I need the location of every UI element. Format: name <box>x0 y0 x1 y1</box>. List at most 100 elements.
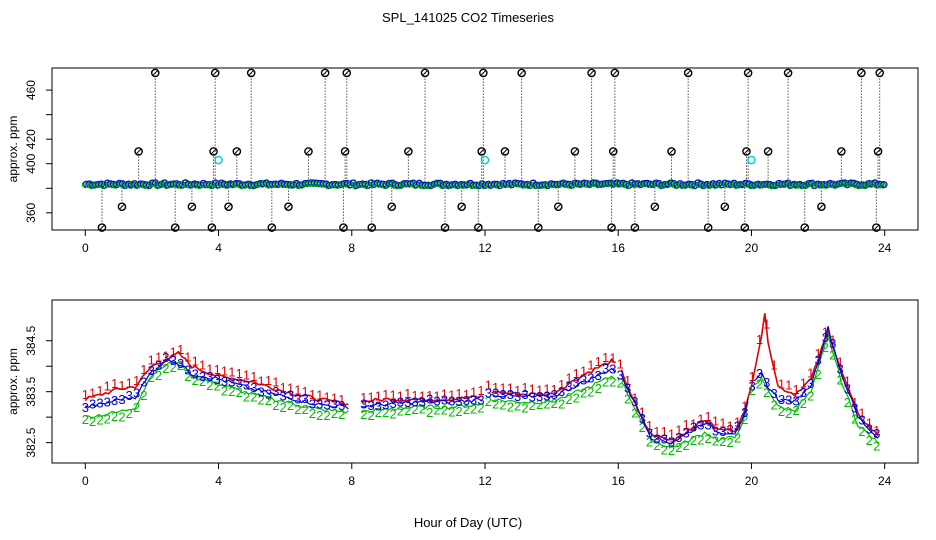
series-marker-3: 3 <box>111 393 118 408</box>
series-marker-2: 2 <box>639 420 646 435</box>
cyan-point <box>747 155 756 165</box>
cyan-point <box>480 155 490 165</box>
series-marker-1: 1 <box>719 415 726 430</box>
series-marker-1: 1 <box>111 376 118 391</box>
series-marker-2: 2 <box>807 388 814 403</box>
series-marker-3: 3 <box>485 386 492 401</box>
spike-point <box>246 68 256 78</box>
series-marker-3: 3 <box>624 380 631 395</box>
series-marker-3: 3 <box>441 392 448 407</box>
spike-point-mark <box>189 203 195 210</box>
series-marker-3: 3 <box>573 375 580 390</box>
series-marker-3: 3 <box>763 375 770 390</box>
series-marker-2: 2 <box>280 400 287 415</box>
series-marker-3: 3 <box>294 392 301 407</box>
spike-point <box>457 202 466 211</box>
series-marker-3: 3 <box>184 363 191 378</box>
series-marker-1: 1 <box>287 380 294 395</box>
spike-point <box>420 68 430 78</box>
series-marker-1: 1 <box>712 413 719 428</box>
series-marker-1: 1 <box>367 389 374 404</box>
series-marker-1: 1 <box>661 424 668 439</box>
spike-point-mark <box>802 224 808 231</box>
series-marker-2: 2 <box>243 389 250 404</box>
series-marker-2: 2 <box>565 392 572 407</box>
series-marker-2: 2 <box>404 403 411 418</box>
series-marker-1: 1 <box>734 414 741 429</box>
series-marker-2: 2 <box>455 404 462 419</box>
series-marker-3: 3 <box>367 398 374 413</box>
series-marker-1: 1 <box>89 386 96 401</box>
series-marker-3: 3 <box>455 394 462 409</box>
series-marker-2: 2 <box>133 400 140 415</box>
series-marker-1: 1 <box>807 366 814 381</box>
x-tick-label: 24 <box>878 241 892 255</box>
spike-point-mark <box>875 148 881 155</box>
series-marker-1: 1 <box>375 388 382 403</box>
spike-point-mark <box>209 224 215 231</box>
x-axis-label: Hour of Day (UTC) <box>414 515 522 530</box>
series-marker-2: 2 <box>272 398 279 413</box>
spike-point-mark <box>322 70 328 76</box>
series-marker-3: 3 <box>411 394 418 409</box>
spike-point-mark <box>369 224 375 231</box>
spike-point-mark <box>305 148 312 155</box>
spike-point-mark <box>668 148 675 155</box>
series-marker-2: 2 <box>118 409 125 424</box>
x-tick-label: 8 <box>348 474 355 488</box>
series-marker-2: 2 <box>258 392 265 407</box>
series-marker-2: 2 <box>89 414 96 429</box>
spike-point-mark <box>475 224 482 231</box>
series-marker-3: 3 <box>331 397 338 412</box>
series-marker-1: 1 <box>683 417 690 432</box>
series-marker-2: 2 <box>324 408 331 423</box>
spike-point <box>97 223 107 232</box>
series-marker-2: 2 <box>697 433 704 448</box>
series-marker-1: 1 <box>411 388 418 403</box>
series-marker-1: 1 <box>170 344 177 359</box>
spike-point-mark <box>608 224 615 231</box>
series-marker-2: 2 <box>529 398 536 413</box>
series-marker-3: 3 <box>419 394 426 409</box>
series-marker-2: 2 <box>411 402 418 417</box>
series-marker-1: 1 <box>104 378 111 393</box>
series-marker-3: 3 <box>126 388 133 403</box>
spike-point <box>367 223 377 232</box>
series-marker-1: 1 <box>814 346 821 361</box>
top-panel: 0 4 8 12 16 20 24 360 400 420 460 approx. ppm <box>6 67 919 255</box>
series-marker-1: 1 <box>360 390 367 405</box>
series-marker-1: 1 <box>316 388 323 403</box>
spike-point-mark <box>342 148 348 155</box>
spike-point <box>667 147 676 156</box>
spike-point-mark <box>518 70 525 76</box>
series-marker-1: 1 <box>419 389 426 404</box>
series-marker-3: 3 <box>829 336 836 351</box>
y-tick-label: 382.5 <box>24 427 38 457</box>
series-marker-1: 1 <box>477 383 484 398</box>
series-marker-1: 1 <box>272 374 279 389</box>
spike-point-mark <box>838 148 845 155</box>
series-marker-3: 3 <box>470 393 477 408</box>
spike-point-mark <box>285 203 292 210</box>
series-marker-1: 1 <box>96 383 103 398</box>
series-marker-2: 2 <box>558 396 565 411</box>
series-marker-3: 3 <box>646 425 653 440</box>
series-marker-1: 1 <box>389 387 396 402</box>
series-marker-3: 3 <box>529 390 536 405</box>
y-tick-label: 384.5 <box>24 325 38 355</box>
series-marker-2: 2 <box>433 402 440 417</box>
series-marker-2: 2 <box>470 401 477 416</box>
spike-point-mark <box>99 224 105 231</box>
series-marker-1: 1 <box>631 390 638 405</box>
series-marker-3: 3 <box>214 372 221 387</box>
series-marker-3: 3 <box>617 367 624 382</box>
series-marker-2: 2 <box>514 399 521 414</box>
series-marker-3: 3 <box>206 369 213 384</box>
series-marker-2: 2 <box>749 383 756 398</box>
series-marker-3: 3 <box>719 424 726 439</box>
series-marker-2: 2 <box>851 411 858 426</box>
series-marker-1: 1 <box>690 416 697 431</box>
series-marker-2: 2 <box>756 376 763 391</box>
spike-point-mark <box>502 148 508 155</box>
